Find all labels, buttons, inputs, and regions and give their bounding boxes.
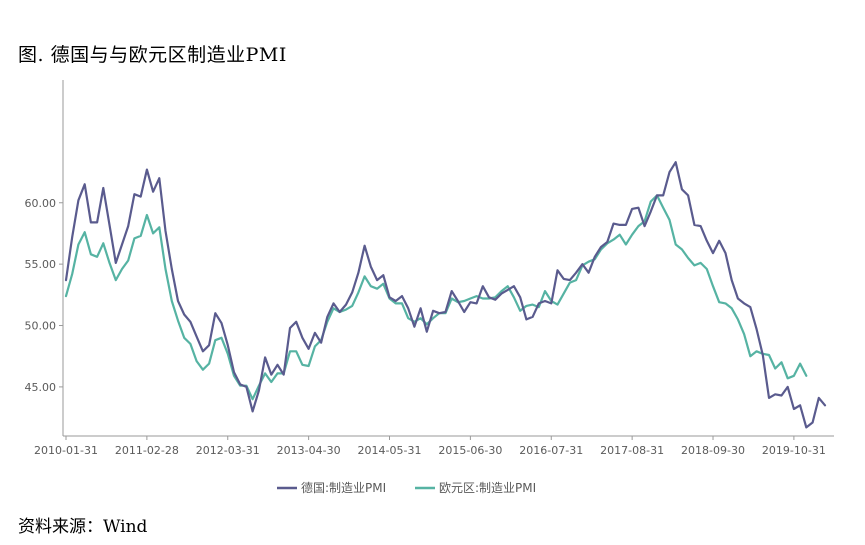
x-tick-label: 2016-07-31 [519, 444, 583, 457]
x-tick-label: 2015-06-30 [438, 444, 502, 457]
legend-item[interactable]: 德国:制造业PMI [277, 480, 386, 495]
x-tick-label: 2011-02-28 [115, 444, 179, 457]
y-tick-label: 55.00 [25, 258, 57, 271]
legend-label: 德国:制造业PMI [301, 480, 386, 495]
series-lines [64, 161, 827, 429]
legend-item[interactable]: 欧元区:制造业PMI [415, 481, 536, 495]
y-tick-label: 50.00 [25, 320, 57, 333]
x-tick-label: 2012-03-31 [196, 444, 260, 457]
chart-title: 图. 德国与与欧元区制造业PMI [18, 44, 287, 66]
series-line [64, 161, 827, 429]
axis-ticks: 45.00 50.00 55.00 60.00 2010-01-31 2011-02-28… [25, 197, 826, 457]
series-line [64, 194, 808, 401]
x-tick-label: 2018-09-30 [681, 444, 745, 457]
x-tick-label: 2013-04-30 [277, 444, 341, 457]
legend-label: 欧元区:制造业PMI [439, 481, 536, 495]
x-tick-label: 2010-01-31 [34, 444, 98, 457]
y-tick-label: 45.00 [25, 381, 57, 394]
x-tick-label: 2017-08-31 [600, 444, 664, 457]
chart-axes [62, 80, 834, 437]
source-note: 资料来源：Wind [18, 517, 148, 537]
chart-legend[interactable]: 德国:制造业PMI 欧元区:制造业PMI [277, 480, 536, 495]
y-tick-label: 60.00 [25, 197, 57, 210]
x-tick-label: 2019-10-31 [762, 444, 826, 457]
x-tick-label: 2014-05-31 [358, 444, 422, 457]
